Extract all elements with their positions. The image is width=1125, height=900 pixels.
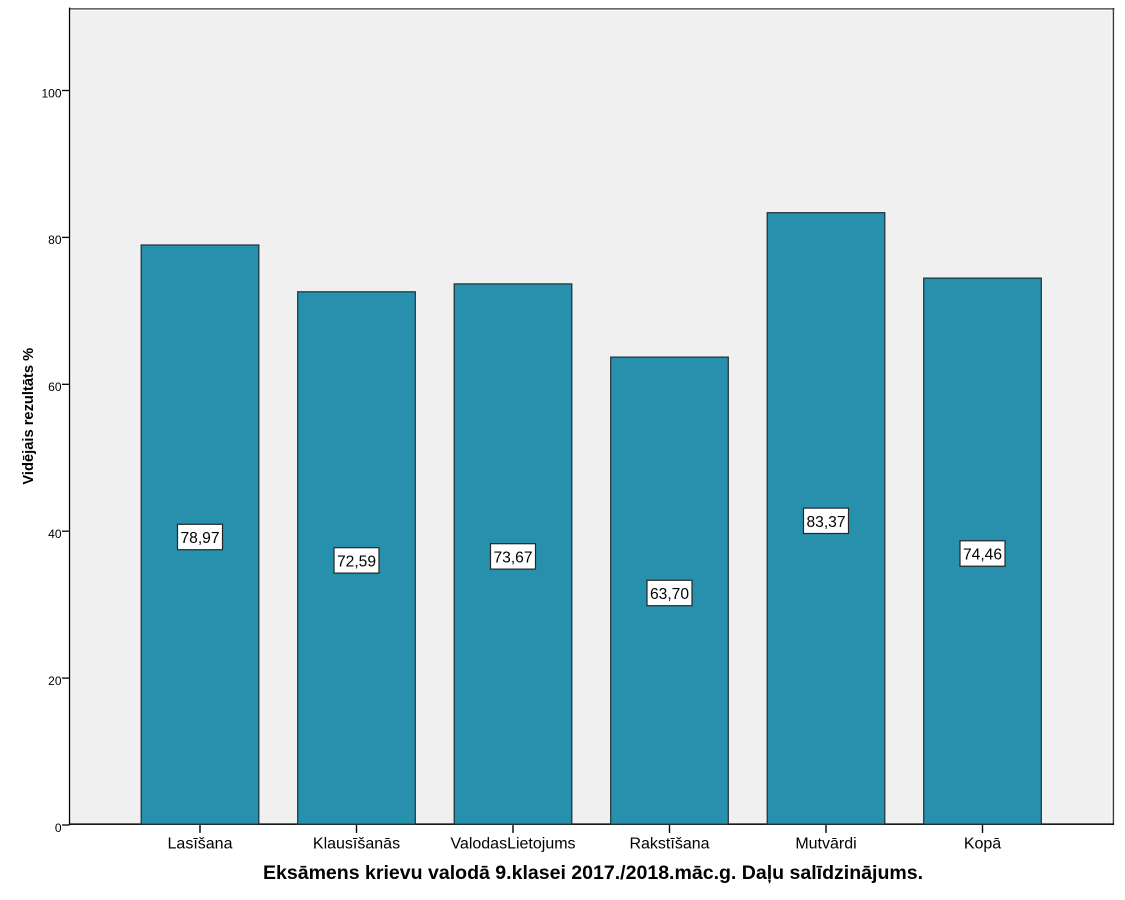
svg-text:83,37: 83,37 [806,514,845,531]
svg-text:Klausīšanās: Klausīšanās [313,836,400,853]
svg-text:63,70: 63,70 [650,586,689,603]
svg-text:Eksāmens krievu valodā 9.klase: Eksāmens krievu valodā 9.klasei 2017./20… [263,862,923,884]
svg-text:ValodasLietojums: ValodasLietojums [450,836,575,853]
svg-text:20: 20 [48,674,62,688]
svg-text:0: 0 [55,821,62,835]
svg-text:Lasīšana: Lasīšana [168,836,233,853]
svg-text:100: 100 [41,86,61,100]
svg-text:78,97: 78,97 [180,530,219,547]
svg-text:Rakstīšana: Rakstīšana [629,836,709,853]
svg-text:Vidējais rezultāts %: Vidējais rezultāts % [21,348,37,485]
svg-text:Kopā: Kopā [964,836,1001,853]
svg-text:40: 40 [48,527,62,541]
svg-text:60: 60 [48,380,62,394]
svg-text:73,67: 73,67 [493,550,532,567]
svg-text:74,46: 74,46 [963,547,1002,564]
svg-text:80: 80 [48,233,62,247]
svg-text:Mutvārdi: Mutvārdi [795,836,856,853]
svg-text:72,59: 72,59 [337,554,376,571]
